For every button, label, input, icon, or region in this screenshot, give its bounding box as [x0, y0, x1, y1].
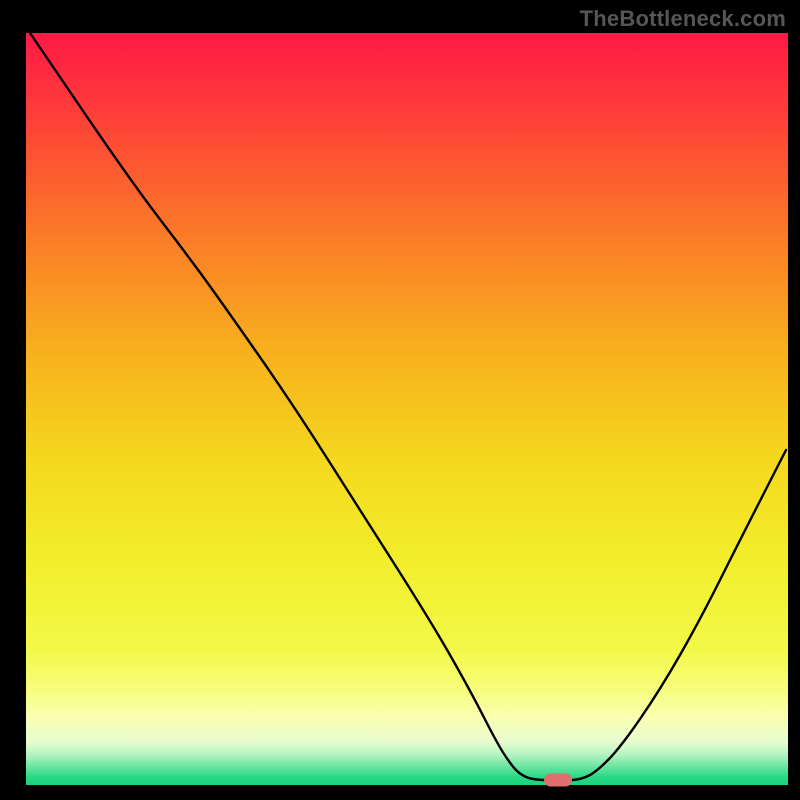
- plot-gradient-background: [26, 33, 788, 785]
- chart-frame: TheBottleneck.com: [0, 0, 800, 800]
- bottleneck-chart: [0, 0, 800, 800]
- optimal-point-marker: [544, 774, 572, 787]
- watermark-text: TheBottleneck.com: [580, 6, 786, 32]
